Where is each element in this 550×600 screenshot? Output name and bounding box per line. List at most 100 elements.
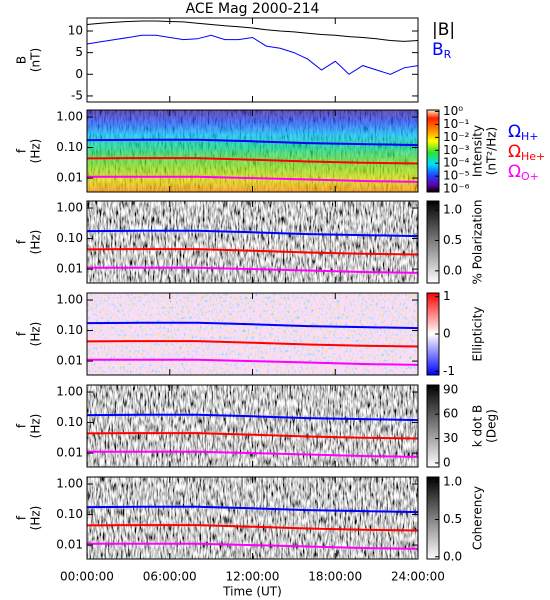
y-tick-label: 10: [68, 23, 83, 37]
y-tick-label: 0.01: [56, 446, 83, 460]
y-tick-label: 0.10: [56, 323, 83, 337]
y-axis-label: (Hz): [29, 414, 43, 439]
y-tick-label: 0.10: [56, 231, 83, 245]
chart-title: ACE Mag 2000-214: [186, 1, 320, 17]
x-tick-label: 24:00:00: [391, 570, 445, 584]
colorbar: [426, 476, 440, 560]
y-axis-label: f: [15, 331, 29, 336]
colorbar-tick-label: 10⁻⁶: [443, 182, 470, 196]
y-tick-label: 0.10: [56, 507, 83, 521]
x-tick-label: 18:00:00: [308, 570, 362, 584]
data-line: [86, 248, 419, 256]
data-line: [86, 34, 419, 75]
y-tick-label: 0.01: [56, 171, 83, 185]
y-axis-label: (Hz): [29, 139, 43, 164]
colorbar: [426, 384, 440, 468]
y-tick-label: 1.00: [56, 293, 83, 307]
legend-name: Ω: [508, 162, 521, 182]
legend-name: Ω: [508, 122, 521, 142]
colorbar-tick-label: 1.0: [443, 475, 462, 489]
spectrogram-image: [87, 293, 418, 375]
colorbar-tick-label: 10⁻³: [443, 143, 470, 157]
data-line: [86, 432, 419, 440]
colorbar-tick-label: 1: [443, 289, 451, 303]
spectrogram-image: [87, 385, 418, 467]
data-line: [86, 229, 419, 238]
legend-entry: |B|: [432, 20, 455, 40]
y-tick-label: 0.10: [56, 415, 83, 429]
colorbar-tick-label: 10⁻⁴: [443, 156, 470, 170]
spectrogram-image: [87, 477, 418, 559]
colorbar: [426, 109, 440, 193]
spectrogram-image: [87, 201, 418, 283]
y-axis-label: (Hz): [29, 230, 43, 255]
colorbar-tick-label: 0.0: [443, 549, 462, 563]
legend-subscript: H+: [521, 130, 539, 143]
plot-frame: [86, 17, 419, 103]
data-line: [86, 157, 419, 165]
colorbar-tick-label: -1: [443, 364, 455, 378]
colorbar-label: Intensity: [471, 125, 485, 177]
colorbar: [426, 200, 440, 284]
legend-subscript: R: [444, 48, 452, 61]
y-axis-label: f: [15, 239, 29, 244]
legend-subscript: He+: [521, 150, 545, 163]
data-line: [87, 542, 419, 550]
y-axis-label: f: [15, 148, 29, 153]
colorbar-tick-label: 0: [443, 455, 451, 469]
legend-name: Ω: [508, 142, 521, 162]
data-line: [86, 505, 419, 514]
data-line: [86, 20, 419, 42]
colorbar-tick-label: 0: [443, 327, 451, 341]
colorbar-tick-label: 90: [443, 382, 458, 396]
colorbar-tick-label: 1.0: [443, 203, 462, 217]
data-line: [87, 266, 419, 274]
colorbar-tick-label: 30: [443, 431, 458, 445]
y-tick-label: 0.01: [56, 538, 83, 552]
legend-entry: BR: [432, 40, 452, 61]
y-tick-label: 0.01: [56, 354, 83, 368]
x-tick-label: 00:00:00: [60, 570, 114, 584]
y-axis-label: (nT): [29, 48, 43, 72]
x-axis-label: Time (UT): [222, 585, 282, 599]
data-line: [87, 358, 419, 366]
y-axis-label: (Hz): [29, 322, 43, 347]
colorbar-tick-label: 0.5: [443, 233, 462, 247]
data-line: [87, 175, 419, 183]
data-line: [86, 138, 419, 147]
legend-name: |B|: [432, 20, 455, 40]
y-tick-label: 1.00: [56, 477, 83, 491]
y-tick-label: 0: [75, 67, 83, 81]
legend-subscript: O+: [521, 170, 539, 183]
y-tick-label: -5: [71, 88, 83, 102]
y-tick-label: 1.00: [56, 110, 83, 124]
y-tick-label: 0.01: [56, 262, 83, 276]
x-tick-label: 06:00:00: [143, 570, 197, 584]
x-tick-label: 12:00:00: [226, 570, 280, 584]
colorbar-label: (Deg): [485, 409, 499, 443]
data-line: [86, 524, 419, 532]
colorbar-tick-label: 0.5: [443, 512, 462, 526]
colorbar-label: Coherency: [471, 486, 485, 550]
data-line: [87, 450, 419, 458]
legend-entry: ΩH+: [508, 122, 539, 143]
data-line: [86, 321, 419, 330]
legend-entry: ΩO+: [508, 162, 539, 183]
data-line: [86, 340, 419, 348]
y-tick-label: 0.10: [56, 140, 83, 154]
colorbar-label: Ellipticity: [471, 307, 485, 362]
legend-entry: ΩHe+: [508, 142, 545, 163]
colorbar-label: k dot B: [471, 405, 485, 447]
legend-name: B: [432, 40, 444, 60]
colorbar-tick-label: 10⁰: [443, 104, 463, 118]
colorbar-tick-label: 10⁻²: [443, 130, 470, 144]
colorbar-label: (nT²/Hz): [485, 127, 499, 175]
y-tick-label: 1.00: [56, 201, 83, 215]
spectrogram-texture: [87, 110, 418, 192]
y-tick-label: 5: [75, 45, 83, 59]
y-axis-label: f: [15, 423, 29, 428]
colorbar-label: % Polarization: [471, 200, 485, 285]
colorbar-tick-label: 0.0: [443, 263, 462, 277]
colorbar-tick-label: 60: [443, 407, 458, 421]
